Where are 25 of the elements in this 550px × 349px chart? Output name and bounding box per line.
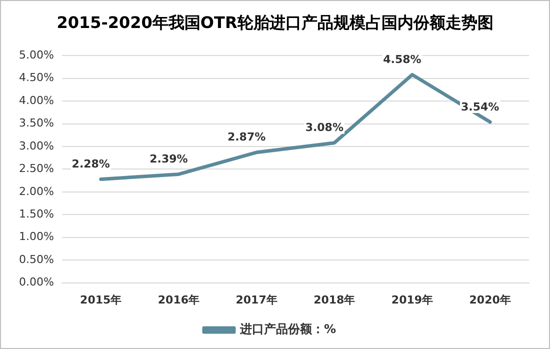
y-tick-label: 5.00% bbox=[18, 48, 54, 62]
data-label: 4.58% bbox=[383, 53, 422, 66]
y-tick-label: 4.50% bbox=[18, 71, 54, 84]
y-tick-label: 4.00% bbox=[18, 94, 54, 107]
y-tick-label: 3.00% bbox=[18, 139, 54, 152]
x-tick-label: 2019年 bbox=[391, 293, 434, 306]
y-tick-label: 2.00% bbox=[18, 184, 54, 198]
y-tick-label: 1.00% bbox=[18, 230, 54, 244]
y-tick-label: 3.50% bbox=[18, 116, 54, 130]
data-label: 2.39% bbox=[150, 152, 188, 166]
x-tick-label: 2016年 bbox=[158, 293, 200, 306]
y-tick-label: 0.00% bbox=[18, 276, 54, 289]
data-label: 3.08% bbox=[305, 121, 344, 134]
y-tick-label: 2.50% bbox=[18, 162, 54, 176]
data-label: 3.54% bbox=[460, 100, 500, 114]
chart-title: 2015-2020年我国OTR轮胎进口产品规模占国内份额走势图 bbox=[56, 13, 494, 34]
y-tick-label: 1.50% bbox=[18, 208, 54, 220]
x-tick-label: 2017年 bbox=[236, 293, 278, 306]
y-tick-label: 0.50% bbox=[18, 252, 54, 266]
x-tick-label: 2020年 bbox=[469, 293, 511, 306]
x-tick-label: 2018年 bbox=[314, 293, 356, 306]
legend-label: 进口产品份额：% bbox=[238, 322, 336, 336]
data-label: 2.87% bbox=[227, 130, 266, 144]
x-tick-label: 2015年 bbox=[80, 293, 122, 306]
data-label: 2.28% bbox=[72, 158, 110, 171]
